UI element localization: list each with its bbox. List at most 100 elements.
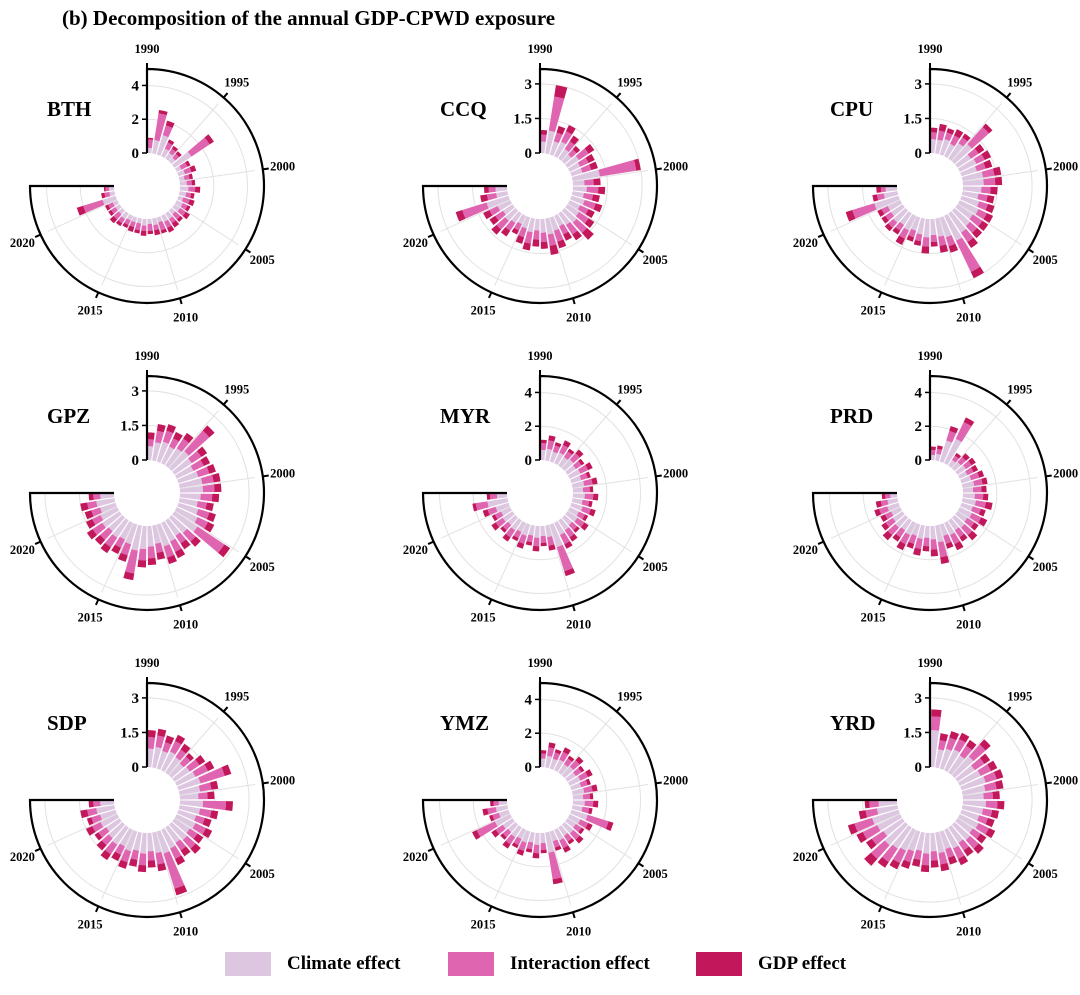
bar-gdp-1998 [189, 165, 197, 173]
bar-interaction-1993 [561, 131, 573, 145]
bar-gdp-1998 [221, 764, 232, 776]
bar-gdp-2002 [209, 810, 219, 820]
bar-interaction-2014 [903, 849, 915, 863]
bar-gdp-1990 [931, 709, 942, 718]
bar-gdp-2013 [913, 547, 922, 556]
year-label-2010: 2010 [956, 924, 981, 938]
bar-interaction-2014 [518, 841, 527, 851]
grid-spoke [494, 215, 527, 286]
year-label-2020: 2020 [403, 543, 428, 557]
bar-climate-2007 [165, 518, 181, 536]
bar-gdp-1996 [584, 143, 595, 154]
figure-title: (b) Decomposition of the annual GDP-CPWD… [62, 6, 556, 30]
bar-climate-1997 [958, 770, 981, 786]
bar-climate-2022 [496, 493, 508, 499]
year-tick [637, 555, 645, 561]
bar-gdp-2013 [911, 858, 921, 867]
bar-gdp-1994 [171, 145, 179, 152]
bar-gdp-2004 [582, 514, 589, 522]
grid-spoke [179, 169, 255, 182]
bar-climate-2018 [115, 204, 122, 211]
bar-interaction-2004 [577, 205, 589, 215]
bar-interaction-2018 [495, 210, 506, 221]
bar-gdp-2003 [206, 512, 216, 523]
bar-interaction-2004 [194, 517, 209, 529]
radial-tick-label: 1.5 [120, 418, 139, 434]
bar-interaction-2000 [582, 793, 590, 800]
bar-interaction-2004 [975, 209, 987, 220]
bar-interaction-1990 [540, 134, 547, 142]
grid-spoke [938, 831, 962, 905]
bar-climate-2018 [892, 511, 905, 522]
bar-interaction-1990 [147, 439, 154, 447]
bar-interaction-1995 [569, 453, 580, 464]
bar-climate-2001 [962, 493, 975, 499]
legend-label-interaction: Interaction effect [510, 953, 650, 974]
bar-climate-2003 [960, 502, 973, 512]
bar-interaction-2019 [92, 822, 104, 833]
bar-interaction-2021 [487, 807, 497, 815]
bar-interaction-2015 [513, 836, 522, 846]
bar-interaction-2016 [882, 844, 898, 863]
year-tick [877, 292, 883, 299]
year-label-2010: 2010 [956, 617, 981, 631]
bar-interaction-1997 [965, 467, 974, 476]
bar-gdp-2021 [872, 194, 879, 202]
bar-gdp-2006 [967, 530, 978, 541]
bar-climate-1994 [165, 152, 173, 161]
bar-climate-1995 [561, 154, 572, 165]
bar-gdp-2021 [482, 808, 489, 816]
bar-climate-2010 [152, 524, 161, 544]
bar-gdp-2001 [194, 186, 201, 193]
grid-ring [827, 697, 1033, 903]
bar-climate-2001 [962, 186, 982, 193]
year-tick [615, 706, 622, 713]
bar-gdp-2018 [866, 838, 877, 850]
grid-spoke [957, 203, 1022, 246]
year-label-2020: 2020 [10, 543, 35, 557]
bar-gdp-1990 [147, 432, 155, 440]
bar-gdp-2010 [549, 244, 559, 255]
bar-climate-2012 [141, 218, 147, 226]
bar-interaction-2017 [502, 521, 512, 531]
bar-gdp-2013 [525, 848, 533, 853]
bar-gdp-1994 [954, 452, 962, 459]
bar-gdp-2013 [134, 229, 140, 234]
bar-gdp-2002 [591, 194, 600, 203]
bar-gdp-2006 [573, 526, 580, 533]
bar-gdp-2000 [589, 793, 594, 800]
bar-gdp-2011 [540, 849, 547, 854]
bar-gdp-2003 [978, 508, 986, 517]
bar-gdp-2002 [588, 807, 593, 815]
year-tick [262, 167, 269, 171]
bar-gdp-2017 [500, 833, 507, 840]
bar-gdp-2013 [522, 242, 531, 251]
polar-frame [421, 67, 659, 305]
bar-interaction-1991 [155, 735, 165, 749]
bar-interaction-2011 [147, 546, 156, 559]
bar-climate-2004 [958, 814, 979, 829]
bar-gdp-1993 [562, 440, 571, 448]
bar-gdp-1996 [196, 446, 208, 457]
bar-climate-2020 [100, 809, 117, 820]
bar-interaction-1994 [563, 451, 573, 461]
bar-gdp-1996 [974, 143, 985, 154]
bar-interaction-2008 [170, 538, 182, 552]
bar-climate-2003 [570, 502, 583, 512]
grid-spoke [174, 817, 239, 860]
bar-interaction-2000 [582, 486, 590, 493]
bar-gdp-2004 [985, 827, 996, 839]
bar-interaction-1998 [198, 767, 225, 784]
bar-gdp-2007 [171, 220, 180, 228]
bar-interaction-2019 [92, 515, 104, 526]
grid-spoke [440, 199, 511, 232]
bar-interaction-2000 [198, 792, 208, 800]
bar-interaction-2004 [969, 512, 982, 523]
bar-climate-2022 [100, 800, 115, 807]
bar-gdp-2001 [592, 493, 599, 501]
year-label-1995: 1995 [1007, 75, 1032, 89]
bar-climate-1992 [156, 441, 169, 463]
bar-gdp-2016 [100, 849, 111, 861]
grid-spoke [494, 829, 527, 900]
bar-climate-2015 [900, 828, 916, 851]
